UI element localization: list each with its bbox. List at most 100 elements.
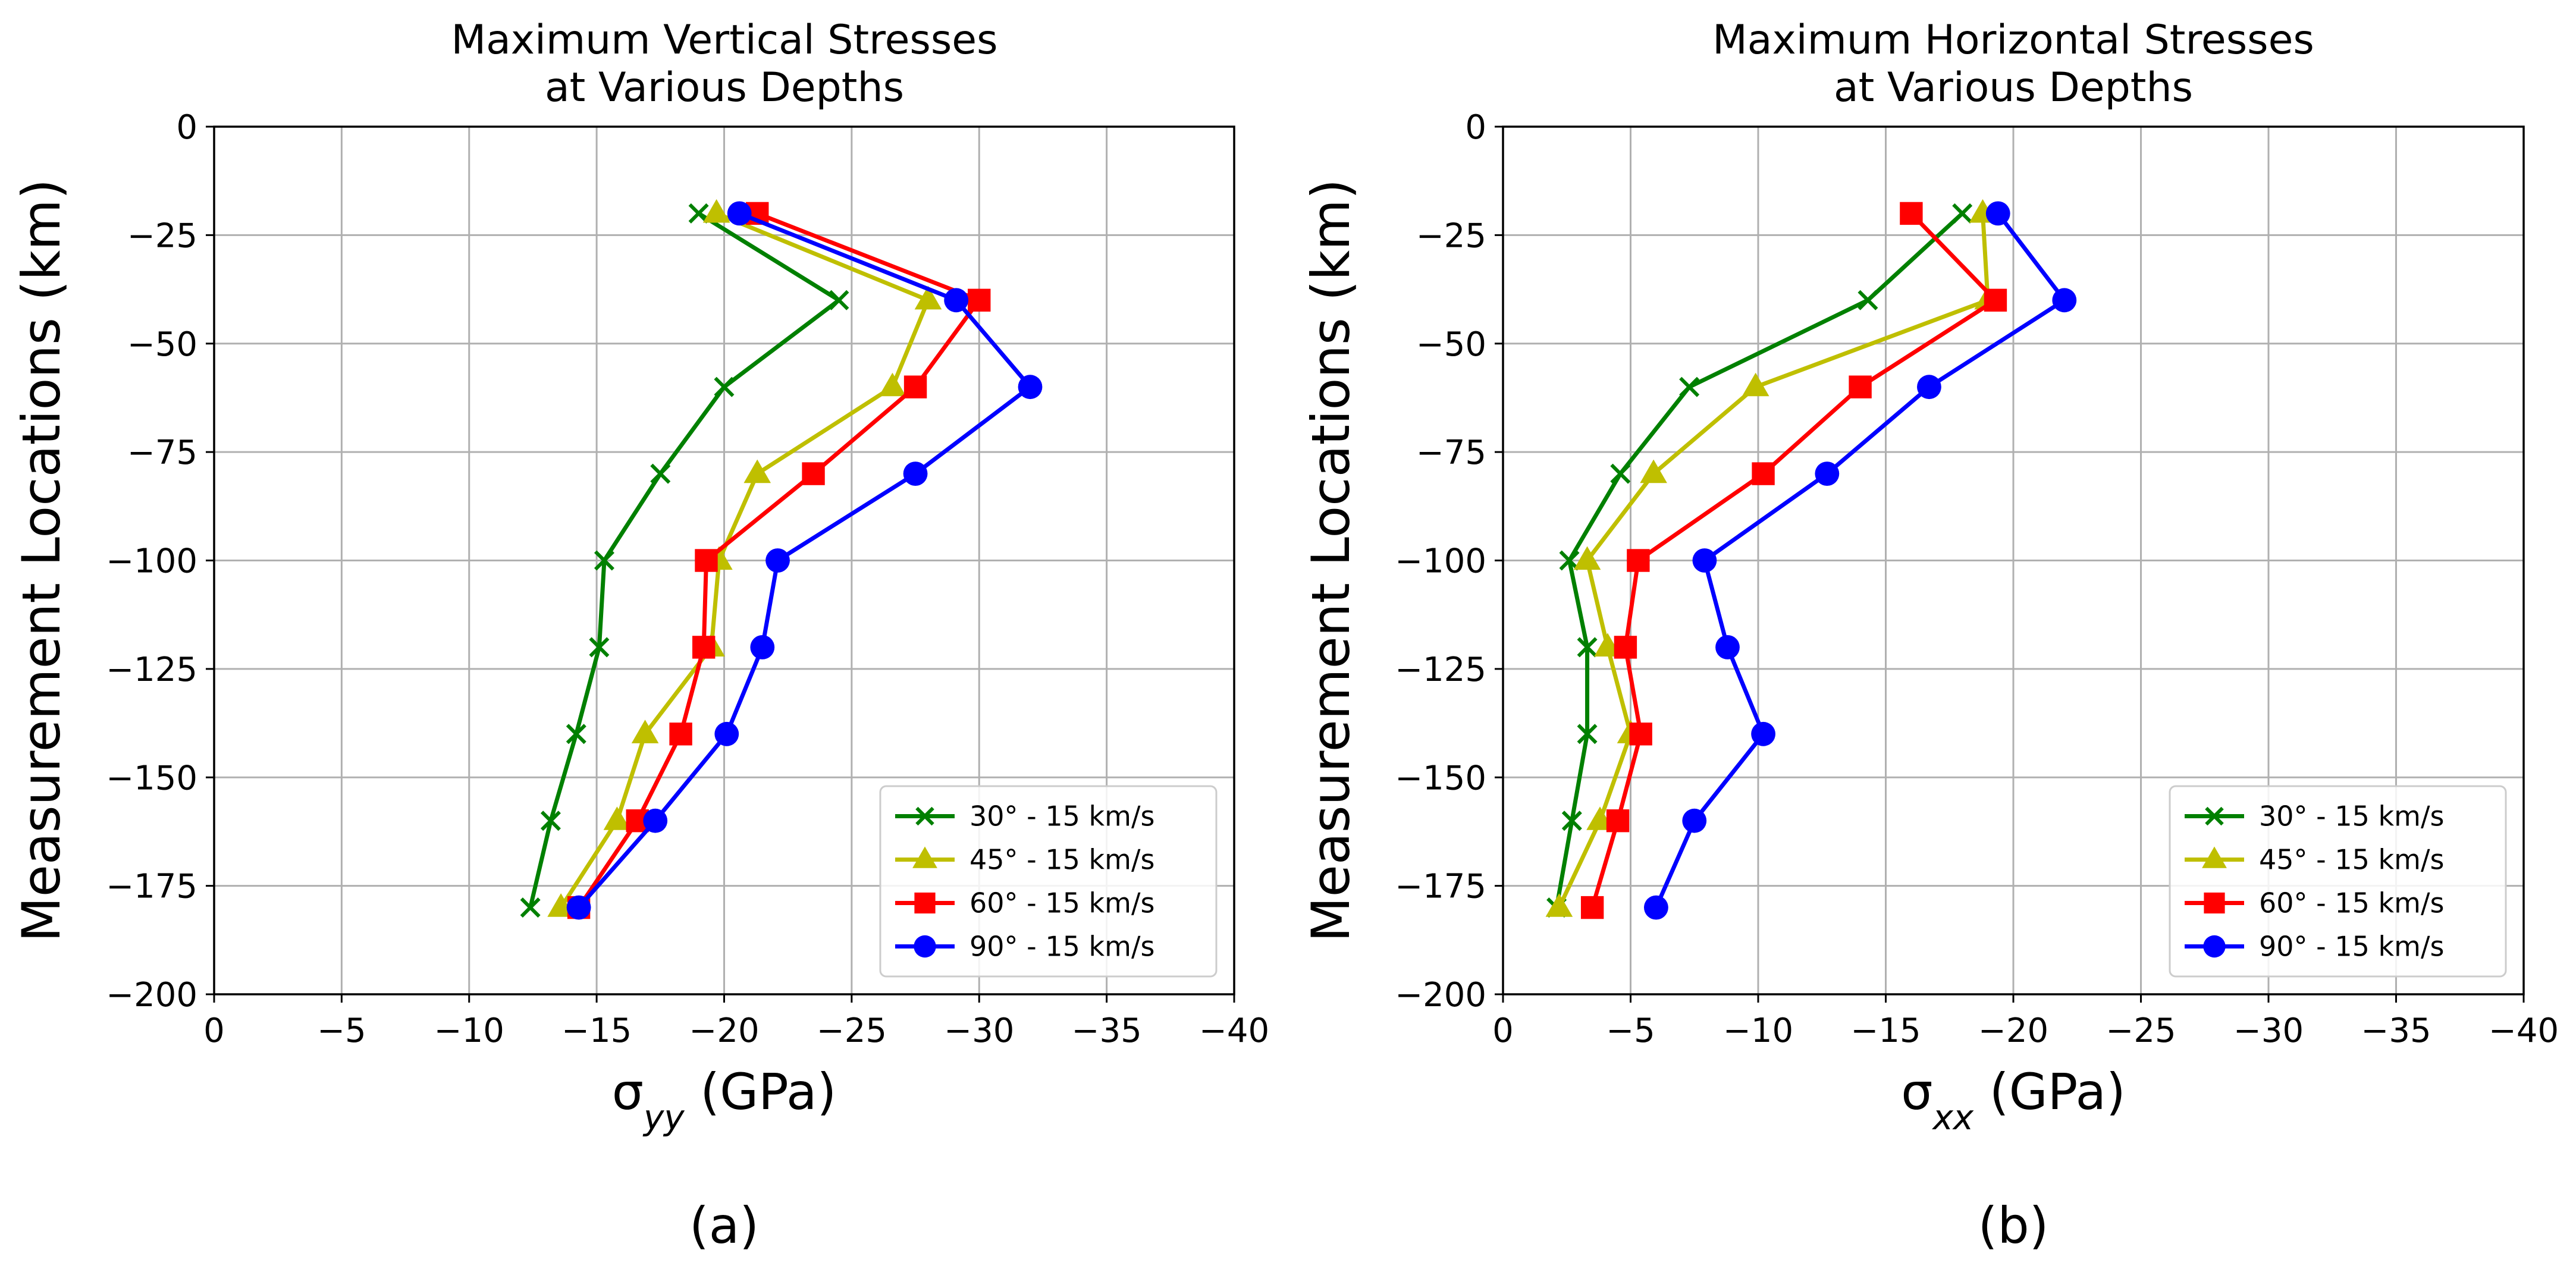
data-point [1917, 375, 1941, 400]
legend: 30° - 15 km/s 45° - 15 km/s 60° - 15 km/s 9… [879, 785, 1218, 978]
data-point [1715, 635, 1740, 659]
chart-title-line-1: Maximum Horizontal Stresses [1712, 17, 2314, 64]
data-point [669, 723, 692, 746]
plot-frame [213, 125, 1235, 995]
data-point [1614, 636, 1637, 659]
data-point [1984, 288, 2007, 312]
data-point [1900, 202, 1923, 225]
legend-box [2169, 785, 2507, 978]
x-tick-label: −25 [817, 1012, 887, 1050]
data-point [944, 288, 969, 313]
panel-b: 0 −5 −10 −15 −20 −25 −30 −35 −40 0 −25 −50 −75 −100 −1… [1300, 17, 2559, 1255]
data-point [765, 548, 790, 573]
data-point [1580, 896, 1604, 919]
x-tick-label: −15 [1850, 1012, 1921, 1050]
data-point [1610, 463, 1631, 484]
data-point [1682, 808, 1707, 833]
legend-item: 45° - 15 km/s [2185, 844, 2444, 876]
y-tick-label: −50 [1416, 325, 1486, 364]
legend-label: 90° - 15 km/s [969, 931, 1154, 963]
data-point [1692, 548, 1717, 573]
data-point [589, 637, 610, 658]
data-point [692, 636, 716, 659]
data-point [566, 895, 591, 920]
data-point [1629, 723, 1652, 746]
data-point [743, 459, 771, 483]
ticks: 0 −5 −10 −15 −20 −25 −30 −35 −40 0 −25 −50 −75 −100 −1… [1395, 108, 2559, 1050]
panel-label: (a) [689, 1196, 759, 1255]
data-point [1018, 375, 1043, 400]
y-tick-label: −175 [106, 868, 197, 906]
legend-marker [915, 806, 934, 826]
legend-box [879, 785, 1218, 978]
x-axis-label: σyy (GPa) [612, 1063, 837, 1138]
data-point [631, 720, 659, 743]
legend-marker [912, 846, 937, 868]
x-tick-label: −5 [1606, 1012, 1655, 1050]
data-point [540, 811, 561, 831]
y-tick-label: −150 [106, 759, 197, 797]
data-point [643, 808, 668, 833]
y-tick-label: −100 [1395, 542, 1486, 581]
y-tick-label: −125 [1395, 651, 1486, 689]
series-circle [1644, 201, 2077, 920]
x-tick-label: −10 [1723, 1012, 1793, 1050]
data-point [695, 549, 718, 572]
data-point [1742, 372, 1769, 397]
x-tick-label: −25 [2106, 1012, 2176, 1050]
legend-marker [914, 935, 936, 958]
data-point [1640, 459, 1667, 483]
y-tick-label: −200 [1395, 976, 1486, 1015]
x-tick-label: 0 [203, 1012, 225, 1050]
x-tick-label: −30 [2233, 1012, 2304, 1050]
legend-item: 60° - 15 km/s [2185, 887, 2444, 919]
panel-label: (b) [1978, 1196, 2049, 1255]
data-point [1644, 895, 1668, 920]
data-point [750, 635, 775, 659]
y-tick-label: 0 [176, 108, 197, 147]
data-point [1752, 462, 1775, 485]
data-point [2052, 288, 2077, 313]
x-tick-label: −15 [561, 1012, 632, 1050]
legend-label: 60° - 15 km/s [2259, 887, 2444, 919]
data-point [878, 372, 906, 397]
data-point [520, 897, 541, 918]
x-tick-label: 0 [1492, 1012, 1514, 1050]
legend-item: 30° - 15 km/s [895, 800, 1154, 833]
series-triangle [547, 199, 942, 917]
panel-a: 0 −5 −10 −15 −20 −25 −30 −35 −40 0 −25 −50 −75 −100 −1… [11, 17, 1269, 1255]
legend-item: 60° - 15 km/s [895, 887, 1154, 919]
data-point [1561, 811, 1582, 831]
x-tick-label: −35 [2361, 1012, 2431, 1050]
data-point [1627, 549, 1650, 572]
series-x [520, 203, 849, 918]
legend-marker [2202, 846, 2227, 868]
plot-frame [1502, 125, 2525, 995]
y-tick-label: 0 [1465, 108, 1486, 147]
data-point [968, 288, 991, 312]
data-point [1573, 546, 1601, 570]
data-point [594, 550, 614, 571]
legend-label: 90° - 15 km/s [2259, 931, 2444, 963]
data-point [566, 724, 586, 745]
data-point [1751, 721, 1775, 746]
x-tick-label: −40 [2489, 1012, 2559, 1050]
legend-marker [2203, 935, 2226, 958]
legend: 30° - 15 km/s 45° - 15 km/s 60° - 15 km/s 9… [2169, 785, 2507, 978]
x-tick-label: −35 [1072, 1012, 1142, 1050]
y-tick-label: −50 [127, 325, 197, 364]
x-tick-label: −40 [1199, 1012, 1269, 1050]
data-point [727, 201, 752, 226]
y-tick-label: −100 [106, 542, 197, 581]
data-point [829, 290, 849, 310]
y-axis-label: Measurement Locations (km) [1300, 179, 1361, 942]
x-tick-label: −10 [434, 1012, 504, 1050]
data-point [702, 199, 730, 223]
data-point [903, 375, 927, 398]
data-point [1545, 893, 1573, 917]
series-triangle [1545, 199, 2001, 917]
data-point [1985, 201, 2010, 226]
data-point [903, 461, 928, 486]
